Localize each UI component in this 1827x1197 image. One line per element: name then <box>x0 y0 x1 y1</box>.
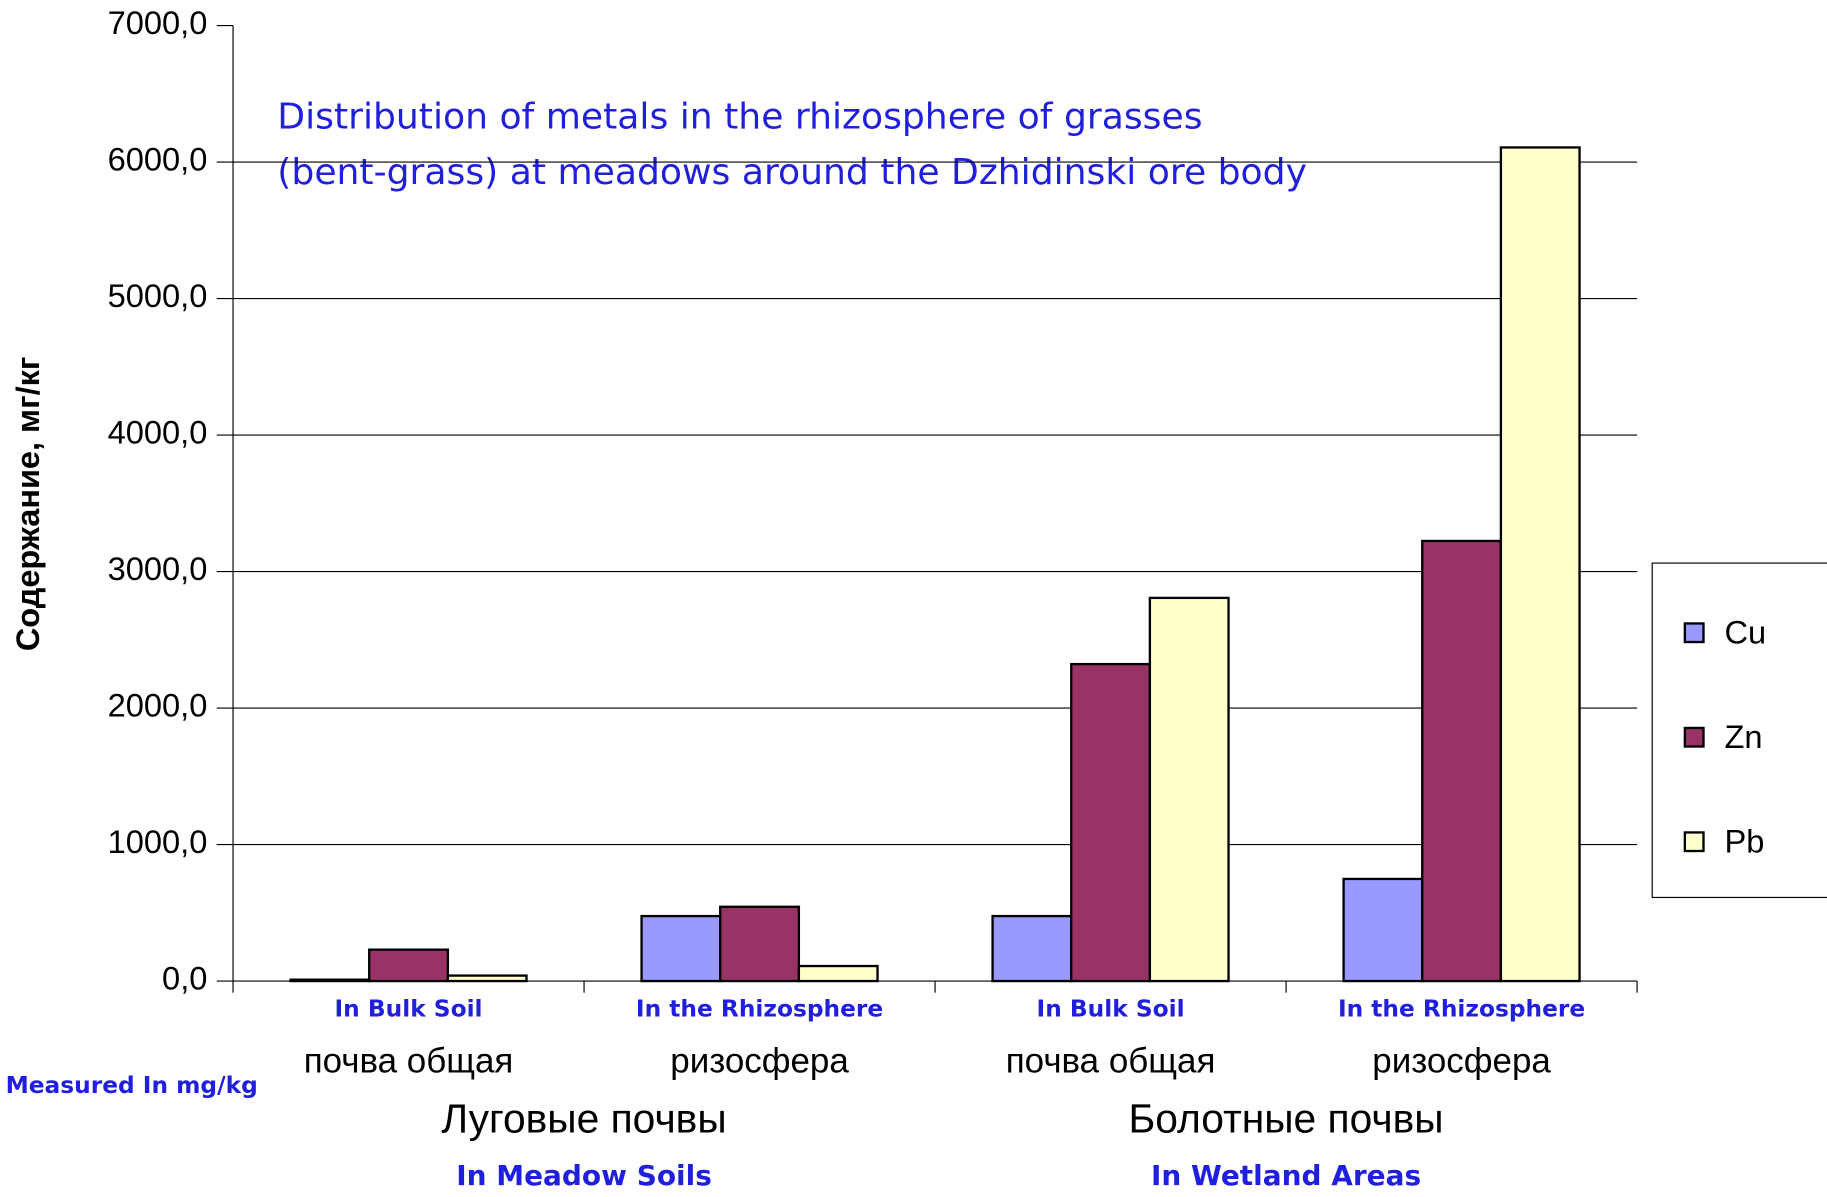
chart-title: Distribution of metals in the rhizospher… <box>277 95 1307 193</box>
legend-box <box>1651 562 1827 899</box>
y-tick-label: 0,0 <box>162 961 207 997</box>
group-label-en: In Wetland Areas <box>1151 1159 1421 1192</box>
y-tick-label: 5000,0 <box>108 278 208 314</box>
group-label: Луговые почвы <box>441 1095 726 1141</box>
x-tick-label: почва общая <box>304 1042 514 1081</box>
legend-label: Cu <box>1724 615 1766 651</box>
y-tick-label: 4000,0 <box>108 415 208 451</box>
y-tick-label: 1000,0 <box>108 824 208 860</box>
y-tick-label: 7000,0 <box>108 5 208 41</box>
x-tick-label: ризосфера <box>1372 1042 1551 1081</box>
bar <box>1421 539 1503 983</box>
y-tick-label: 6000,0 <box>108 142 208 178</box>
legend-swatch <box>1683 622 1705 644</box>
y-tick-label: 2000,0 <box>108 688 208 724</box>
bar <box>1148 596 1230 983</box>
group-label: Болотные почвы <box>1129 1095 1444 1141</box>
x-tick-label-en: In Bulk Soil <box>1037 996 1185 1023</box>
x-tick-label-en: In the Rhizosphere <box>1338 996 1585 1023</box>
bar <box>991 914 1073 983</box>
x-tick-label: почва общая <box>1006 1042 1216 1081</box>
legend-label: Pb <box>1724 824 1764 860</box>
y-tick-label: 3000,0 <box>108 551 208 587</box>
bar <box>289 978 371 983</box>
y-axis-label: Содержание, мг/кг <box>10 357 46 652</box>
bar <box>1342 877 1424 983</box>
annotation: Measured In mg/kg <box>6 1072 258 1099</box>
bar <box>1070 662 1152 983</box>
x-tick-label-en: In the Rhizosphere <box>636 996 883 1023</box>
x-tick-label-en: In Bulk Soil <box>335 996 483 1023</box>
legend-swatch <box>1683 831 1705 853</box>
bar <box>797 964 879 983</box>
bar <box>368 948 450 983</box>
bar <box>446 974 528 983</box>
legend-swatch <box>1683 726 1705 748</box>
group-label-en: In Meadow Soils <box>456 1159 712 1192</box>
legend-label: Zn <box>1724 719 1762 755</box>
bar <box>719 905 801 983</box>
bar <box>1499 146 1581 983</box>
x-tick-label: ризосфера <box>670 1042 849 1081</box>
bar <box>640 914 722 983</box>
